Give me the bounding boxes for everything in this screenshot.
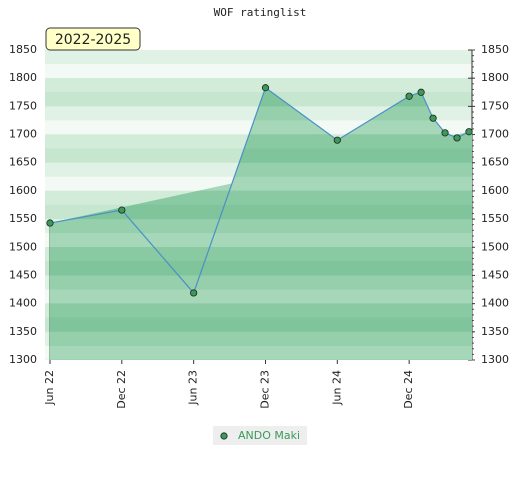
y2-tick-label: 1850 [481, 43, 509, 56]
y-tick-label: 1750 [9, 99, 37, 112]
legend-label: ANDO Maki [238, 429, 300, 442]
y-tick-label: 1700 [9, 128, 37, 141]
x-tick-label: Jun 23 [187, 370, 200, 406]
y-tick-label: 1650 [9, 156, 37, 169]
y2-tick-label: 1700 [481, 128, 509, 141]
point [441, 129, 449, 137]
y2-tick-label: 1350 [481, 325, 509, 338]
y2-tick-label: 1450 [481, 268, 509, 281]
y2-tick-label: 1750 [481, 99, 509, 112]
point [46, 219, 54, 227]
point [190, 289, 198, 297]
y-tick-label: 1300 [9, 353, 37, 366]
x-tick-label: Jun 24 [330, 370, 343, 406]
point [417, 88, 425, 96]
x-tick-label: Dec 22 [115, 370, 128, 409]
point [429, 114, 437, 122]
point [405, 92, 413, 100]
x-tick-label: Dec 23 [258, 370, 271, 409]
point [465, 128, 473, 136]
chart-title: WOF ratinglist [214, 6, 307, 19]
y-tick-label: 1400 [9, 297, 37, 310]
point [118, 206, 126, 214]
area [50, 87, 472, 360]
y2-tick-label: 1400 [481, 297, 509, 310]
legend-marker [220, 432, 228, 440]
x-tick-label: Jun 22 [43, 370, 56, 406]
point [333, 136, 341, 144]
point [453, 134, 461, 142]
badge: 2022-2025 [55, 32, 131, 48]
y2-tick-label: 1300 [481, 353, 509, 366]
x-tick-label: Dec 24 [402, 370, 415, 409]
y-tick-label: 1450 [9, 268, 37, 281]
y2-tick-label: 1550 [481, 212, 509, 225]
y2-tick-label: 1800 [481, 71, 509, 84]
y-tick-label: 1850 [9, 43, 37, 56]
y-tick-label: 1550 [9, 212, 37, 225]
y-tick-label: 1350 [9, 325, 37, 338]
y2-tick-label: 1650 [481, 156, 509, 169]
y2-tick-label: 1500 [481, 240, 509, 253]
y-tick-label: 1800 [9, 71, 37, 84]
badge-box [45, 27, 141, 51]
legend-box [213, 426, 307, 445]
y-tick-label: 1600 [9, 184, 37, 197]
y-tick-label: 1500 [9, 240, 37, 253]
y2-tick-label: 1600 [481, 184, 509, 197]
point [261, 84, 270, 92]
